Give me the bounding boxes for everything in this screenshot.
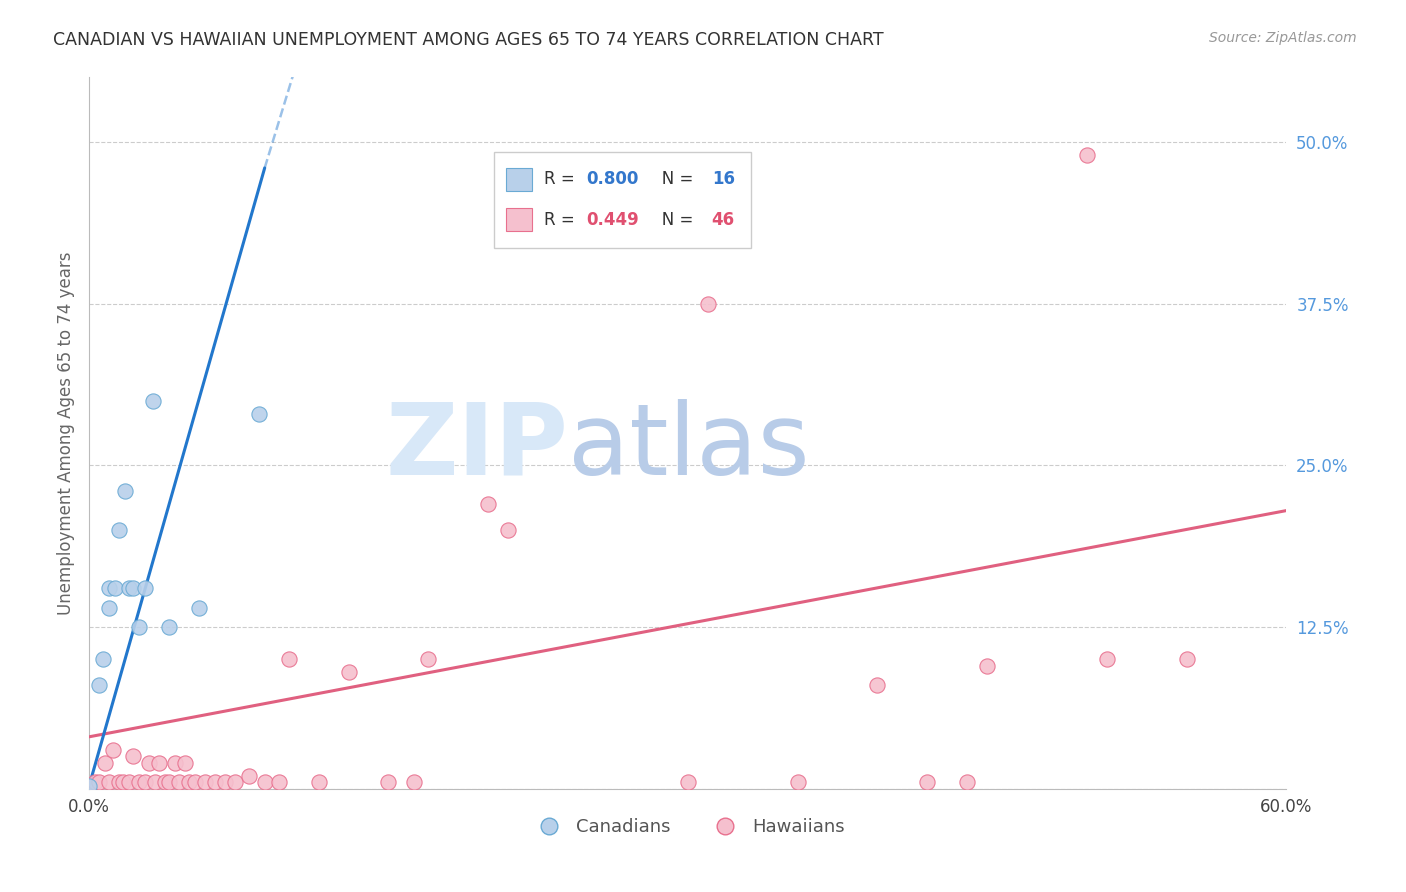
Point — [177, 775, 200, 789]
Point — [976, 658, 998, 673]
Text: R =: R = — [544, 211, 581, 228]
Point — [184, 775, 207, 789]
FancyBboxPatch shape — [494, 153, 751, 248]
Point — [163, 756, 186, 770]
FancyBboxPatch shape — [506, 168, 531, 191]
Text: CANADIAN VS HAWAIIAN UNEMPLOYMENT AMONG AGES 65 TO 74 YEARS CORRELATION CHART: CANADIAN VS HAWAIIAN UNEMPLOYMENT AMONG … — [53, 31, 884, 49]
Point — [114, 484, 136, 499]
Text: R =: R = — [544, 170, 581, 188]
Point — [118, 581, 141, 595]
Point — [337, 665, 360, 680]
Point — [77, 779, 100, 793]
Point — [173, 756, 195, 770]
Point — [128, 620, 150, 634]
Text: atlas: atlas — [568, 399, 810, 496]
Point — [377, 775, 399, 789]
Point — [101, 743, 124, 757]
Point — [118, 775, 141, 789]
Point — [247, 407, 270, 421]
Point — [138, 756, 160, 770]
Point — [153, 775, 176, 789]
Point — [122, 581, 145, 595]
Point — [122, 749, 145, 764]
Point — [696, 296, 718, 310]
Text: ZIP: ZIP — [385, 399, 568, 496]
Point — [108, 523, 131, 537]
Text: N =: N = — [645, 170, 699, 188]
Point — [134, 581, 156, 595]
Y-axis label: Unemployment Among Ages 65 to 74 years: Unemployment Among Ages 65 to 74 years — [58, 252, 75, 615]
Point — [1095, 652, 1118, 666]
Text: 16: 16 — [711, 170, 735, 188]
Point — [418, 652, 440, 666]
Text: N =: N = — [645, 211, 699, 228]
Point — [128, 775, 150, 789]
Point — [676, 775, 699, 789]
Point — [477, 497, 499, 511]
Point — [157, 620, 180, 634]
Point — [157, 775, 180, 789]
Point — [253, 775, 276, 789]
Point — [148, 756, 170, 770]
Point — [167, 775, 190, 789]
Point — [915, 775, 938, 789]
Point — [204, 775, 226, 789]
Point — [786, 775, 808, 789]
Point — [238, 769, 260, 783]
Point — [104, 581, 127, 595]
Point — [134, 775, 156, 789]
Point — [308, 775, 330, 789]
Point — [1175, 652, 1198, 666]
Point — [98, 581, 121, 595]
Text: 0.449: 0.449 — [586, 211, 638, 228]
Point — [108, 775, 131, 789]
Point — [91, 652, 114, 666]
Point — [1076, 148, 1098, 162]
Point — [194, 775, 217, 789]
Point — [866, 678, 889, 692]
Legend: Canadians, Hawaiians: Canadians, Hawaiians — [524, 811, 852, 844]
Point — [111, 775, 134, 789]
Text: Source: ZipAtlas.com: Source: ZipAtlas.com — [1209, 31, 1357, 45]
Point — [956, 775, 979, 789]
Point — [87, 775, 110, 789]
Point — [404, 775, 426, 789]
Point — [142, 393, 165, 408]
Text: 46: 46 — [711, 211, 735, 228]
Point — [143, 775, 166, 789]
Point — [224, 775, 246, 789]
Point — [94, 756, 117, 770]
Point — [267, 775, 290, 789]
Point — [98, 600, 121, 615]
Text: 0.800: 0.800 — [586, 170, 638, 188]
Point — [87, 678, 110, 692]
Point — [84, 775, 107, 789]
FancyBboxPatch shape — [506, 208, 531, 231]
Point — [277, 652, 299, 666]
Point — [187, 600, 209, 615]
Point — [214, 775, 236, 789]
Point — [496, 523, 519, 537]
Point — [98, 775, 121, 789]
